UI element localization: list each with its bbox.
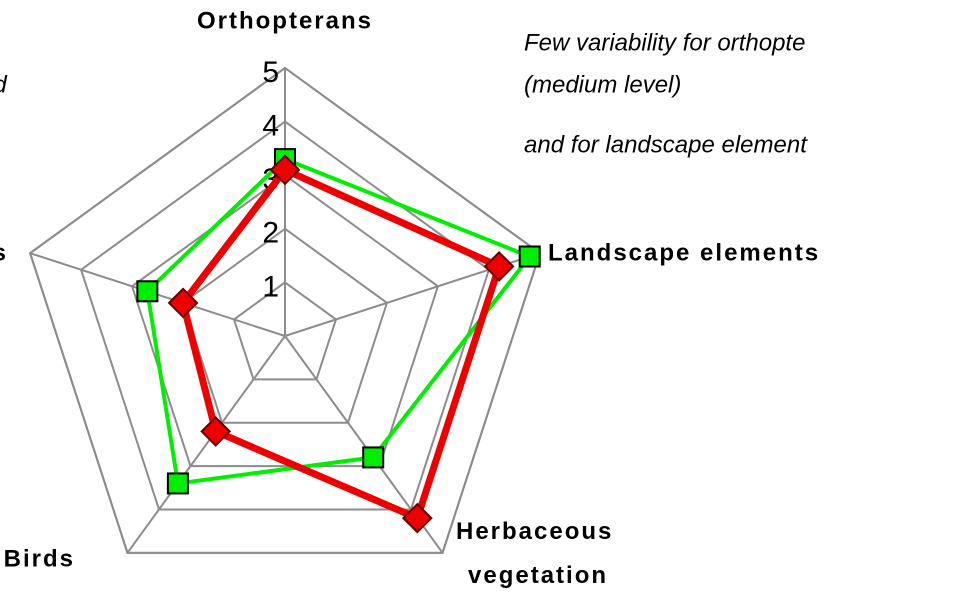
annotation: ed — [0, 71, 7, 98]
grid-ring — [28, 66, 542, 554]
marker — [167, 287, 199, 319]
marker — [136, 280, 159, 303]
marker — [166, 472, 189, 495]
grid-ring — [232, 281, 338, 381]
r-tick-label: 1 — [262, 270, 279, 303]
annotation: (medium level) — [524, 71, 681, 98]
r-tick-label: 5 — [262, 56, 279, 89]
annotation: and for landscape element — [524, 131, 808, 158]
marker — [518, 245, 541, 268]
category-label: Herbaceous vegetation — [456, 518, 613, 589]
grid-ring — [181, 227, 389, 424]
axis-spoke — [126, 335, 286, 554]
marker — [269, 154, 301, 186]
grid-ring — [130, 173, 440, 468]
category-label: Landscape elements — [548, 239, 820, 266]
category-label: s — [0, 239, 8, 266]
series-line — [179, 166, 503, 522]
category-label: Orthopterans — [197, 7, 373, 34]
marker — [401, 502, 433, 534]
series-line — [145, 157, 532, 486]
r-tick-label: 4 — [262, 110, 279, 143]
marker — [362, 446, 385, 469]
r-tick-label: 2 — [262, 217, 279, 250]
marker — [483, 251, 515, 282]
category-label: Birds — [4, 545, 75, 572]
annotation: Few variability for orthopte — [524, 29, 805, 56]
marker — [200, 415, 232, 447]
